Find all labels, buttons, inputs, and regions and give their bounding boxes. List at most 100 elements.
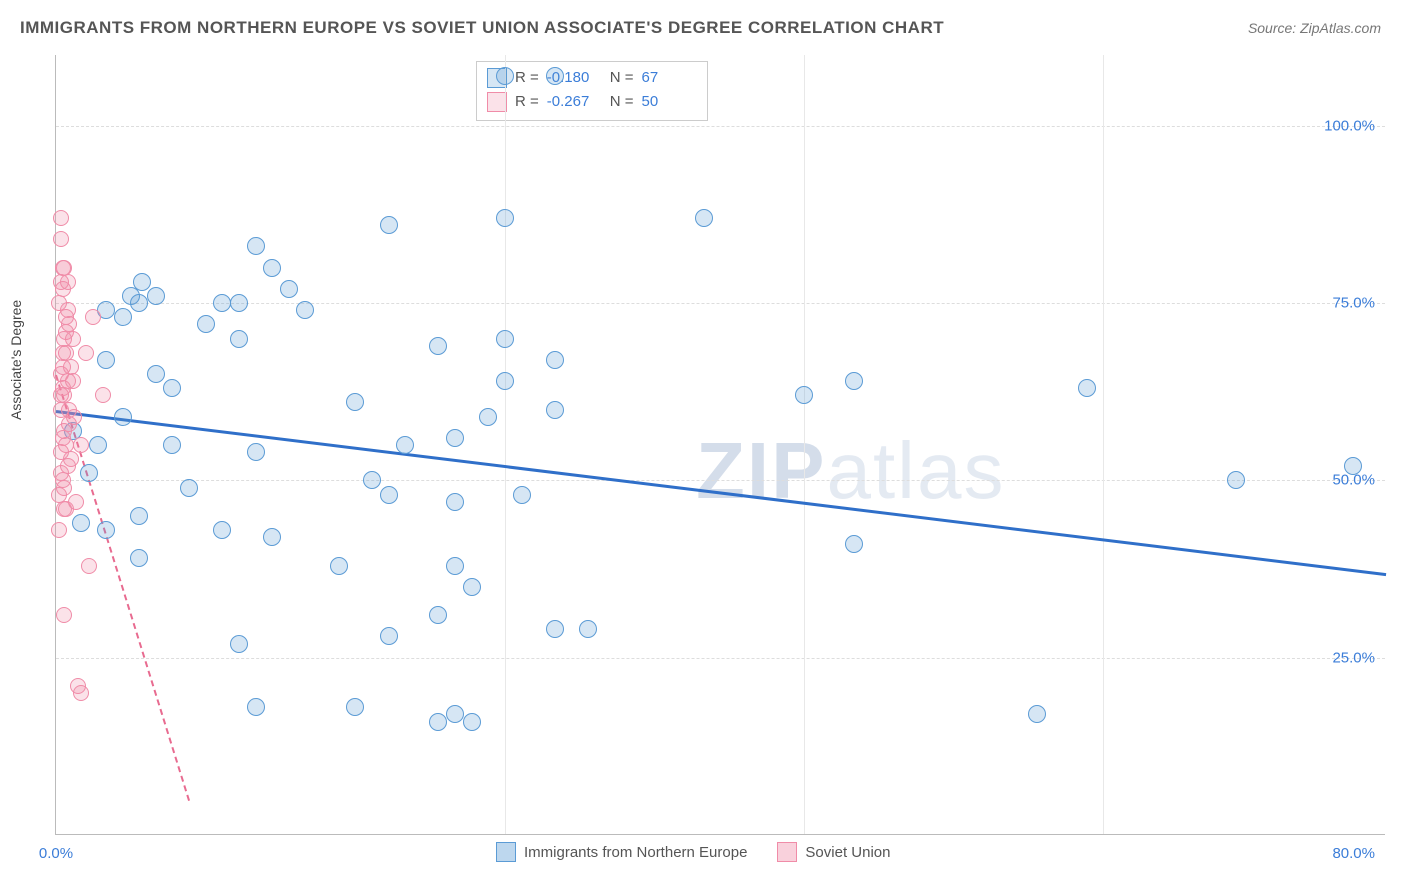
data-point — [55, 345, 71, 361]
data-point — [180, 479, 198, 497]
gridline-h — [56, 126, 1385, 127]
data-point — [1344, 457, 1362, 475]
data-point — [97, 521, 115, 539]
stat-R-value: -0.267 — [547, 90, 602, 114]
y-tick-label: 25.0% — [1332, 649, 1375, 666]
data-point — [56, 423, 72, 439]
y-tick-label: 100.0% — [1324, 117, 1375, 134]
x-tick-label: 80.0% — [1332, 845, 1375, 862]
x-tick-label: 0.0% — [39, 845, 73, 862]
legend-item: Immigrants from Northern Europe — [496, 842, 747, 862]
gridline-h — [56, 303, 1385, 304]
data-point — [55, 260, 71, 276]
data-point — [61, 402, 77, 418]
data-point — [380, 627, 398, 645]
data-point — [479, 408, 497, 426]
stat-N-label: N = — [610, 90, 634, 114]
data-point — [396, 436, 414, 454]
legend-swatch — [496, 842, 516, 862]
data-point — [429, 337, 447, 355]
legend-swatch — [777, 842, 797, 862]
data-point — [197, 315, 215, 333]
data-point — [496, 372, 514, 390]
data-point — [247, 443, 265, 461]
gridline-v — [1103, 55, 1104, 834]
gridline-v — [804, 55, 805, 834]
data-point — [95, 387, 111, 403]
stat-R-label: R = — [515, 90, 539, 114]
data-point — [58, 501, 74, 517]
y-tick-label: 75.0% — [1332, 295, 1375, 312]
gridline-h — [56, 480, 1385, 481]
data-point — [263, 528, 281, 546]
data-point — [463, 578, 481, 596]
legend-item: Soviet Union — [777, 842, 890, 862]
data-point — [1028, 705, 1046, 723]
data-point — [56, 480, 72, 496]
data-point — [85, 309, 101, 325]
data-point — [263, 259, 281, 277]
data-point — [346, 393, 364, 411]
data-point — [579, 620, 597, 638]
legend-label: Immigrants from Northern Europe — [524, 844, 747, 861]
data-point — [80, 464, 98, 482]
stat-N-label: N = — [610, 66, 634, 90]
data-point — [81, 558, 97, 574]
data-point — [163, 436, 181, 454]
gridline-v — [505, 55, 506, 834]
data-point — [546, 401, 564, 419]
series-legend: Immigrants from Northern Europe Soviet Un… — [496, 842, 890, 862]
data-point — [147, 287, 165, 305]
gridline-h — [56, 658, 1385, 659]
data-point — [230, 330, 248, 348]
data-point — [230, 635, 248, 653]
data-point — [163, 379, 181, 397]
data-point — [296, 301, 314, 319]
data-point — [429, 713, 447, 731]
data-point — [363, 471, 381, 489]
data-point — [446, 557, 464, 575]
data-point — [280, 280, 298, 298]
data-point — [1078, 379, 1096, 397]
chart-title: IMMIGRANTS FROM NORTHERN EUROPE VS SOVIE… — [20, 18, 944, 38]
data-point — [546, 67, 564, 85]
data-point — [845, 372, 863, 390]
data-point — [213, 521, 231, 539]
data-point — [496, 67, 514, 85]
watermark: ZIPatlas — [696, 425, 1005, 517]
data-point — [114, 308, 132, 326]
stat-N-value: 50 — [642, 90, 697, 114]
data-point — [213, 294, 231, 312]
source-attribution: Source: ZipAtlas.com — [1248, 20, 1381, 36]
data-point — [63, 451, 79, 467]
data-point — [130, 549, 148, 567]
data-point — [78, 345, 94, 361]
data-point — [546, 351, 564, 369]
data-point — [53, 231, 69, 247]
data-point — [53, 366, 69, 382]
y-axis-label: Associate's Degree — [8, 300, 24, 420]
data-point — [60, 302, 76, 318]
data-point — [230, 294, 248, 312]
data-point — [72, 514, 90, 532]
data-point — [147, 365, 165, 383]
data-point — [446, 705, 464, 723]
data-point — [496, 330, 514, 348]
data-point — [513, 486, 531, 504]
data-point — [55, 380, 71, 396]
data-point — [446, 493, 464, 511]
data-point — [73, 437, 89, 453]
data-point — [346, 698, 364, 716]
stats-row: R =-0.180N =67 — [487, 66, 697, 90]
data-point — [51, 522, 67, 538]
data-point — [133, 273, 151, 291]
data-point — [89, 436, 107, 454]
data-point — [1227, 471, 1245, 489]
data-point — [795, 386, 813, 404]
data-point — [463, 713, 481, 731]
data-point — [446, 429, 464, 447]
data-point — [53, 210, 69, 226]
data-point — [114, 408, 132, 426]
legend-label: Soviet Union — [805, 844, 890, 861]
data-point — [695, 209, 713, 227]
